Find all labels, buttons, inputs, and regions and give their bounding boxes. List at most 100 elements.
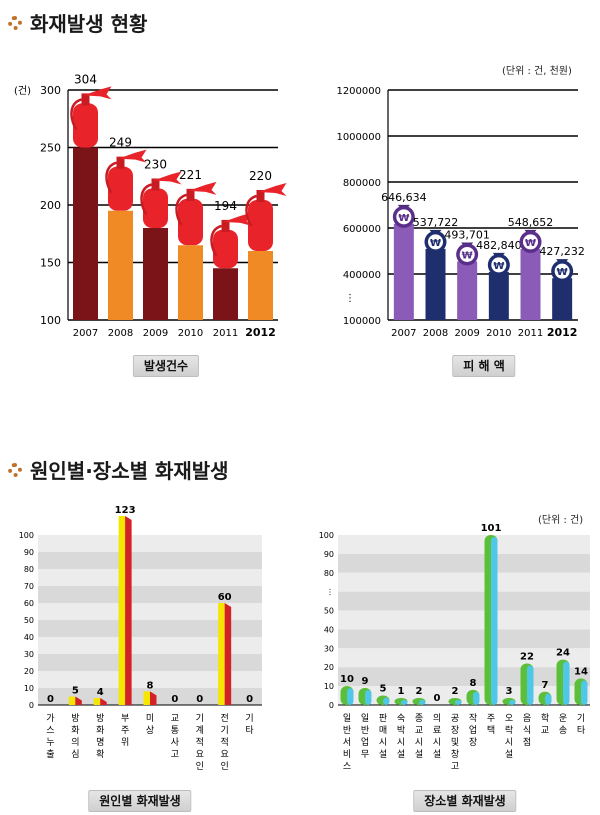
extinguisher-nozzle (223, 212, 252, 226)
y-tick-label: 300 (40, 84, 61, 97)
bar-highlight (347, 688, 354, 705)
y-tick-label: 1000000 (336, 132, 381, 143)
data-label: 0 (171, 694, 178, 705)
extinguisher-valve (256, 190, 265, 202)
data-label: 123 (115, 505, 136, 516)
won-sign: ₩ (430, 238, 441, 249)
x-tick-label: 2009 (143, 328, 168, 339)
data-label: 548,652 (508, 216, 554, 229)
damage-unit-note: (단위 : 건, 천원) (502, 66, 572, 77)
fire-extinguisher-icon (178, 198, 203, 246)
y-tick-label: 10 (324, 682, 334, 691)
data-label: 14 (574, 667, 588, 678)
y-tick-label: 100 (19, 531, 34, 540)
coin-face (428, 234, 443, 250)
data-label: 194 (214, 199, 237, 213)
bar (488, 271, 509, 320)
grid-band (338, 610, 590, 630)
data-label: 537,722 (413, 216, 459, 229)
x-tick-label: 2008 (108, 328, 133, 339)
extinguisher-hose (105, 161, 117, 194)
by-place-caption: 장소별 화재발생 (413, 790, 517, 812)
data-label: 22 (520, 651, 534, 662)
bar (68, 696, 76, 705)
fire-count-caption: 발생건수 (132, 355, 200, 377)
grid-band (38, 671, 262, 688)
extinguisher-valve (221, 219, 230, 232)
bar-highlight (401, 700, 408, 705)
y-tick-label: 80 (324, 569, 334, 578)
data-label: 9 (362, 676, 369, 687)
section-title-text: 화재발생 현황 (30, 12, 148, 36)
grid-band (338, 667, 590, 687)
data-label: 5 (380, 684, 387, 695)
bar (143, 691, 150, 705)
bar-highlight (545, 693, 552, 705)
data-label: 0 (196, 694, 203, 705)
won-sign: ₩ (557, 267, 568, 278)
grid-band (38, 654, 262, 671)
y-tick-label: 70 (24, 582, 34, 591)
bar (218, 603, 225, 705)
extinguisher-valve (116, 156, 125, 169)
damage-amount-caption: 피 해 액 (452, 355, 516, 377)
data-label: 1 (398, 686, 405, 697)
bar (213, 268, 238, 320)
data-label: 101 (481, 523, 502, 534)
data-label: 0 (434, 693, 441, 704)
bar-side (75, 696, 82, 705)
x-tick-label: 2012 (547, 326, 578, 339)
section-title-cause-place: 원인별·장소별 화재발생 (8, 455, 229, 484)
by-cause-caption: 원인별 화재발생 (88, 790, 192, 812)
y-tick-label: 60 (24, 599, 34, 608)
data-label: 4 (97, 687, 104, 698)
bar-highlight (419, 700, 426, 705)
y-tick-label: 250 (40, 142, 61, 155)
x-tick-label: 2007 (73, 328, 98, 339)
data-label: 7 (542, 680, 549, 691)
grid-band (38, 569, 262, 586)
data-label: 60 (218, 592, 232, 603)
x-tick-label: 2009 (454, 328, 479, 339)
bar-highlight (383, 697, 390, 705)
data-label: 493,701 (444, 228, 490, 241)
y-tick-label: 0 (29, 701, 34, 710)
y-tick-label: 50 (324, 607, 334, 616)
grid-band (338, 629, 590, 649)
bar (520, 248, 541, 320)
grid-band (338, 648, 590, 668)
y-tick-label: ⋮ (326, 588, 334, 597)
x-tick-label: 2012 (245, 326, 276, 339)
fire-extinguisher-icon (248, 200, 273, 251)
x-tick-label: 2010 (178, 328, 203, 339)
data-label: 427,232 (539, 245, 585, 258)
y-tick-label: 90 (24, 548, 34, 557)
data-label: 24 (556, 648, 570, 659)
bar (108, 210, 133, 320)
y-tick-label: 1200000 (336, 86, 381, 97)
bar (118, 516, 126, 705)
fire-extinguisher-icon (108, 166, 133, 211)
bar-side (125, 516, 132, 705)
extinguisher-nozzle (258, 183, 287, 196)
coin-face (491, 257, 507, 273)
grid-band (38, 637, 262, 654)
bar-highlight (509, 700, 516, 705)
bar (73, 147, 98, 320)
extinguisher-hose (210, 224, 222, 257)
y-tick-label: 10 (24, 684, 34, 693)
grid-band (338, 591, 590, 611)
data-label: 221 (179, 168, 202, 182)
coin-face (554, 263, 570, 279)
y-tick-label: 40 (24, 633, 34, 642)
data-label: 2 (416, 686, 423, 697)
bar (425, 248, 446, 320)
